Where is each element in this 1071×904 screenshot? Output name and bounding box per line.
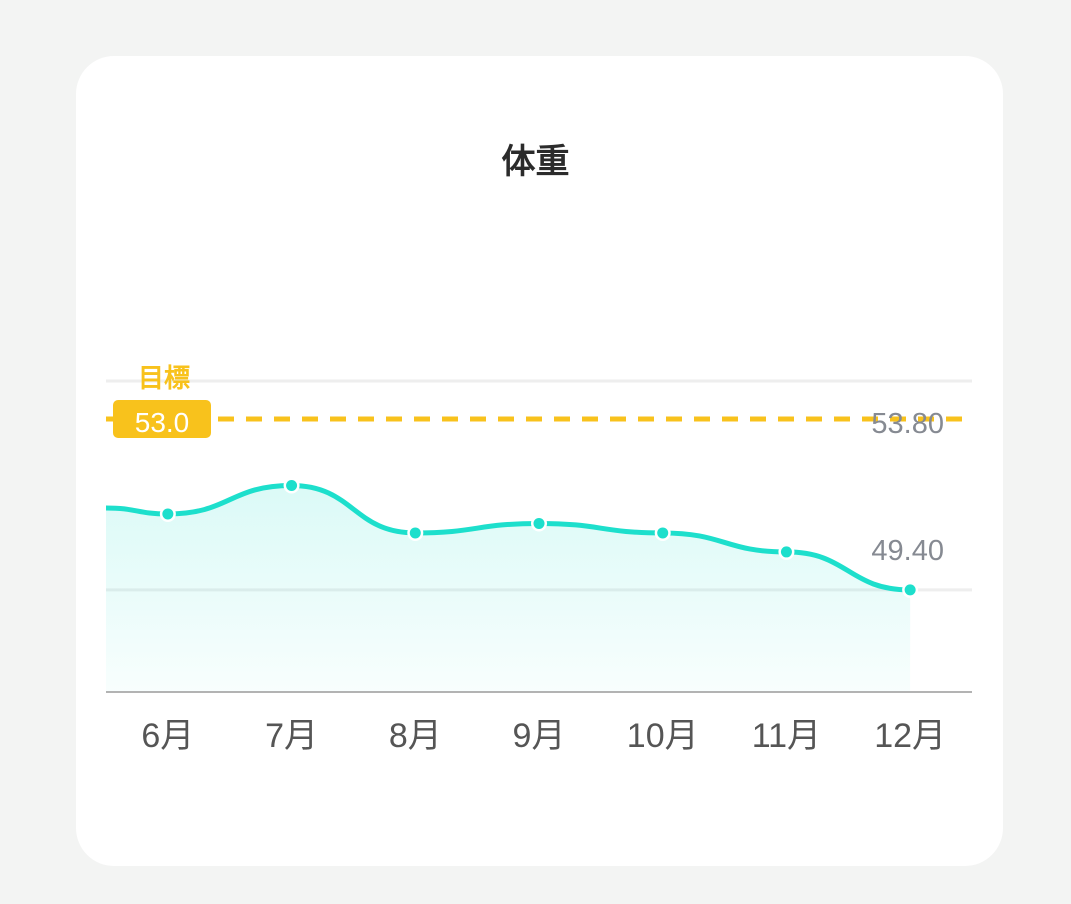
target-value-label: 53.0 xyxy=(135,407,190,438)
data-point xyxy=(904,584,916,596)
x-tick-label: 9月 xyxy=(513,717,566,755)
area-fill xyxy=(106,485,911,692)
x-tick-label: 7月 xyxy=(265,717,318,755)
x-tick-label: 11月 xyxy=(752,717,821,755)
data-point xyxy=(533,517,545,529)
x-tick-label: 8月 xyxy=(389,717,442,755)
data-point xyxy=(162,508,174,520)
target-badge xyxy=(113,399,211,438)
gridline-label: 49.40 xyxy=(871,535,944,567)
data-point xyxy=(286,479,298,491)
chart-title: 体重 xyxy=(501,142,570,182)
x-tick-label: 6月 xyxy=(141,717,194,755)
data-point xyxy=(657,527,669,539)
x-tick-label: 12月 xyxy=(874,717,946,755)
gridline-label: 53.80 xyxy=(871,408,944,440)
data-point xyxy=(409,527,421,539)
x-tick-label: 10月 xyxy=(627,717,699,755)
data-point xyxy=(780,546,792,558)
target-label: 目標 xyxy=(138,364,190,394)
chart-card xyxy=(76,56,1003,866)
